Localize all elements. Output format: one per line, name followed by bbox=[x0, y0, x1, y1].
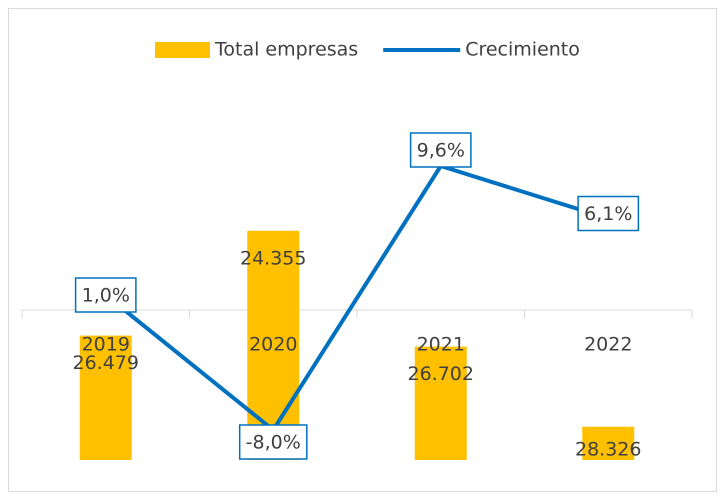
line-label-box bbox=[409, 132, 472, 168]
line-value-label: 6,1% bbox=[584, 203, 632, 225]
x-tick-label: 2022 bbox=[584, 334, 632, 356]
x-tick-label: 2020 bbox=[249, 334, 297, 356]
line-label-box bbox=[74, 277, 137, 313]
line-label-box bbox=[238, 424, 308, 460]
bar bbox=[247, 230, 300, 460]
bar bbox=[414, 346, 467, 460]
line-value-label: 9,6% bbox=[417, 140, 465, 162]
bar-value-label: 24.355 bbox=[240, 247, 306, 269]
legend-swatch bbox=[155, 42, 210, 58]
bar bbox=[79, 335, 132, 460]
x-tick-label: 2021 bbox=[417, 334, 465, 356]
legend-label: Total empresas bbox=[214, 39, 358, 61]
bar-value-label: 26.702 bbox=[408, 363, 474, 385]
line-value-label: 1,0% bbox=[82, 285, 130, 307]
x-tick-label: 2019 bbox=[82, 334, 130, 356]
bar-value-label: 28.326 bbox=[575, 439, 641, 461]
legend-label: Crecimiento bbox=[465, 39, 580, 61]
line-value-label: -8,0% bbox=[246, 432, 301, 454]
bar-value-label: 26.479 bbox=[73, 352, 139, 374]
line bbox=[104, 164, 609, 432]
bar bbox=[582, 426, 635, 460]
line-label-box bbox=[577, 195, 640, 232]
